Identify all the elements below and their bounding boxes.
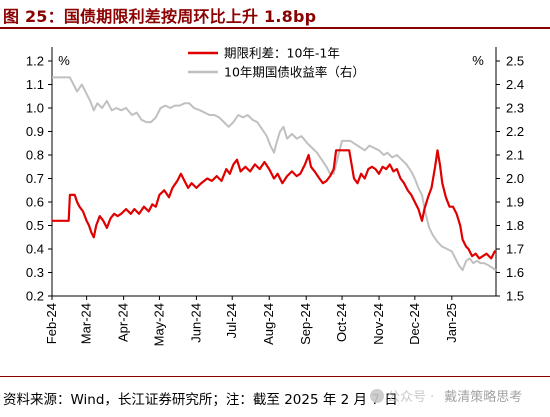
x-tick-label: Oct-24	[334, 303, 349, 342]
left-tick-label: 0.9	[26, 124, 44, 139]
right-tick-label: 1.8	[506, 218, 524, 233]
title-underline	[0, 27, 550, 29]
left-tick-label: 1.1	[26, 77, 44, 92]
x-tick-label: Sep-24	[298, 303, 313, 345]
x-tick-label: Jul-24	[224, 303, 239, 338]
wechat-icon	[370, 389, 384, 403]
legend-label-yield: 10年期国债收益率（右）	[224, 65, 365, 80]
watermark: 公众号 · 戴清策略思考	[370, 386, 522, 405]
left-tick-label: 0.8	[26, 148, 44, 163]
right-tick-label: 1.5	[506, 289, 524, 304]
x-tick-label: Dec-24	[407, 303, 422, 345]
left-tick-label: 0.4	[26, 242, 44, 257]
footer-rule	[0, 376, 550, 377]
x-tick-label: Mar-24	[79, 303, 94, 344]
x-tick-label: Feb-24	[44, 303, 59, 344]
x-tick-label: Aug-24	[261, 303, 276, 345]
watermark-sub: 公众号 ·	[387, 390, 435, 405]
x-tick-label: Nov-24	[371, 303, 386, 345]
series-line-term-spread	[52, 149, 496, 260]
right-tick-label: 2.5	[506, 54, 524, 69]
legend-label-spread: 期限利差：10年-1年	[224, 46, 340, 61]
x-tick-label: Jan-25	[444, 303, 459, 343]
series-line-10y-yield	[52, 76, 497, 272]
x-tick-label: May-24	[151, 303, 166, 346]
right-tick-label: 1.9	[506, 195, 524, 210]
right-tick-label: 2.0	[506, 171, 524, 186]
right-unit-label: %	[472, 53, 484, 68]
left-tick-label: 0.3	[26, 265, 44, 280]
left-tick-label: 1.2	[26, 54, 44, 69]
right-tick-label: 1.6	[506, 265, 524, 280]
left-tick-label: 0.7	[26, 171, 44, 186]
x-tick-label: Apr-24	[116, 303, 131, 342]
left-tick-label: 0.5	[26, 218, 44, 233]
left-tick-label: 0.6	[26, 195, 44, 210]
left-tick-label: 1.0	[26, 101, 44, 116]
watermark-name: 戴清策略思考	[444, 390, 523, 405]
x-tick-label: Jun-24	[188, 303, 203, 343]
right-tick-label: 2.2	[506, 124, 524, 139]
source-note: 资料来源：Wind，长江证券研究所；注：截至 2025 年 2 月 7 日	[3, 392, 398, 408]
left-tick-label: 0.2	[26, 289, 44, 304]
right-tick-label: 1.7	[506, 242, 524, 257]
right-tick-label: 2.3	[506, 101, 524, 116]
left-unit-label: %	[58, 53, 70, 68]
dual-axis-line-chart: 0.2 0.3 0.4 0.5 0.6 0.7 0.8 0.9 1.0 1.1 1.2% 1.5 1.…	[26, 46, 524, 347]
right-tick-label: 2.1	[506, 148, 524, 163]
figure-title: 图 25：国债期限利差按周环比上升 1.8bp	[3, 7, 317, 26]
right-tick-label: 2.4	[506, 77, 524, 92]
